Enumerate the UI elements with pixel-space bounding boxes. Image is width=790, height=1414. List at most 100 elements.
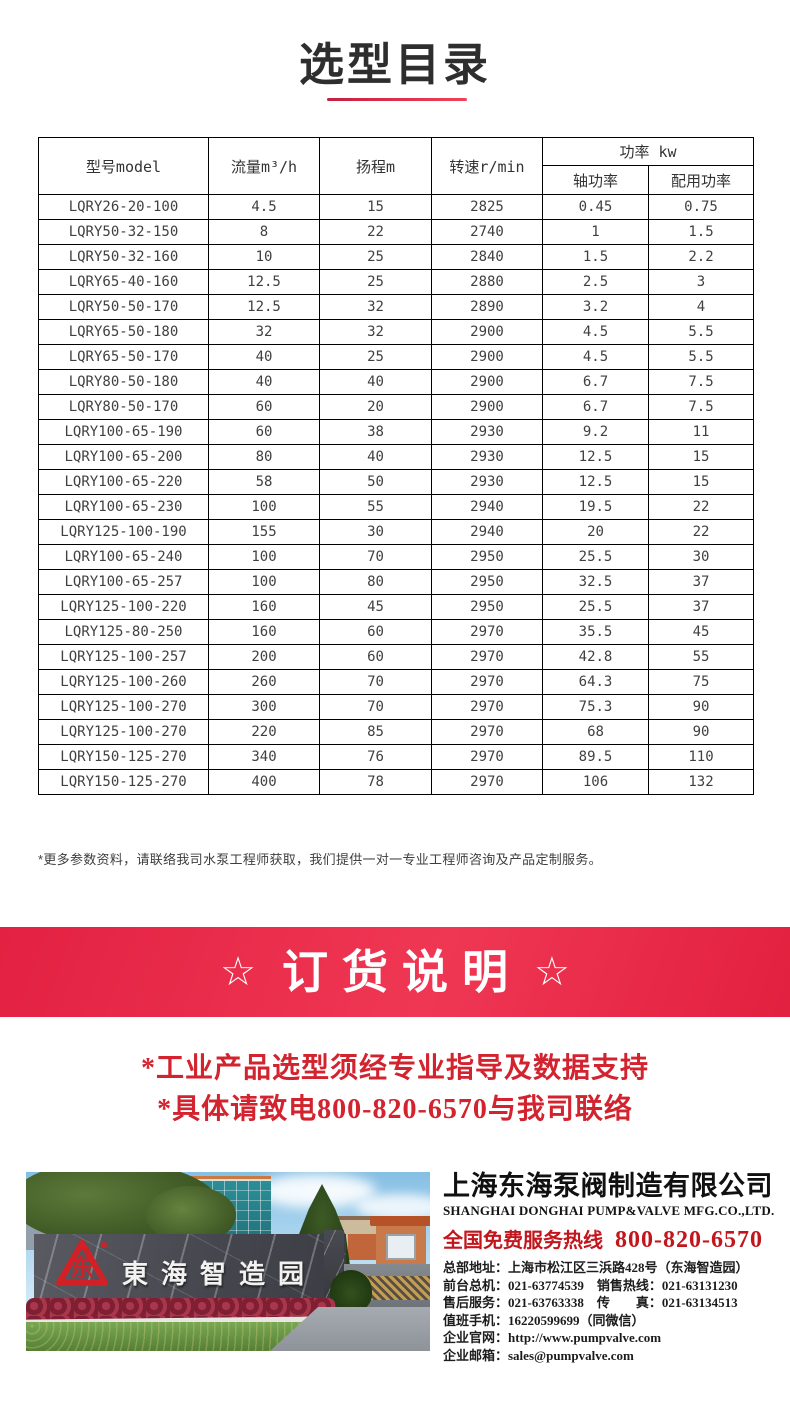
cell-shaft-power: 12.5	[542, 444, 649, 470]
cell-speed: 2930	[431, 419, 543, 445]
cell-speed: 2900	[431, 369, 543, 395]
cell-rated-power: 3	[648, 269, 754, 295]
table-row: LQRY100-65-200 80 40 2930 12.5 15	[38, 444, 754, 470]
col-header-speed: 转速r/min	[431, 137, 543, 195]
cell-shaft-power: 1.5	[542, 244, 649, 270]
cell-head: 20	[319, 394, 432, 420]
cell-flow: 260	[208, 669, 320, 695]
cell-rated-power: 22	[648, 494, 754, 520]
col-header-rated-power: 配用功率	[648, 165, 754, 195]
park-sign-text: 東海智造园	[122, 1259, 318, 1289]
cell-speed: 2890	[431, 294, 543, 320]
cell-model: LQRY100-65-257	[38, 569, 209, 595]
cell-rated-power: 110	[648, 744, 754, 770]
notice-line-2: *具体请致电800-820-6570与我司联络	[157, 1094, 633, 1125]
cell-flow: 12.5	[208, 294, 320, 320]
cell-model: LQRY26-20-100	[38, 194, 209, 220]
cell-head: 25	[319, 244, 432, 270]
cell-rated-power: 132	[648, 769, 754, 795]
cell-flow: 12.5	[208, 269, 320, 295]
table-row: LQRY50-50-170 12.5 32 2890 3.2 4	[38, 294, 754, 320]
cell-shaft-power: 1	[542, 219, 649, 245]
cell-speed: 2970	[431, 669, 543, 695]
cell-flow: 60	[208, 394, 320, 420]
notice-line-1: *工业产品选型须经专业指导及数据支持	[140, 1053, 649, 1084]
cell-rated-power: 5.5	[648, 319, 754, 345]
cell-head: 32	[319, 319, 432, 345]
cell-speed: 2900	[431, 344, 543, 370]
cell-shaft-power: 9.2	[542, 419, 649, 445]
table-row: LQRY65-40-160 12.5 25 2880 2.5 3	[38, 269, 754, 295]
table-row: LQRY65-50-180 32 32 2900 4.5 5.5	[38, 319, 754, 345]
table-row: LQRY80-50-170 60 20 2900 6.7 7.5	[38, 394, 754, 420]
cell-rated-power: 4	[648, 294, 754, 320]
cell-model: LQRY65-50-170	[38, 344, 209, 370]
cell-rated-power: 30	[648, 544, 754, 570]
cell-speed: 2930	[431, 444, 543, 470]
factory-photo: 东 東海智造园	[26, 1172, 430, 1351]
table-row: LQRY26-20-100 4.5 15 2825 0.45 0.75	[38, 194, 754, 220]
cell-head: 60	[319, 619, 432, 645]
cell-head: 80	[319, 569, 432, 595]
guard-house	[376, 1226, 426, 1270]
cell-model: LQRY80-50-170	[38, 394, 209, 420]
cell-model: LQRY80-50-180	[38, 369, 209, 395]
table-row: LQRY100-65-220 58 50 2930 12.5 15	[38, 469, 754, 495]
cell-rated-power: 90	[648, 694, 754, 720]
cell-speed: 2970	[431, 719, 543, 745]
company-detail-line: 企业官网：http://www.pumpvalve.com	[443, 1330, 662, 1345]
cell-head: 85	[319, 719, 432, 745]
cell-head: 50	[319, 469, 432, 495]
cell-shaft-power: 3.2	[542, 294, 649, 320]
hotline-label: 全国免费服务热线	[443, 1230, 603, 1252]
table-row: LQRY125-100-260 260 70 2970 64.3 75	[38, 669, 754, 695]
cell-rated-power: 37	[648, 594, 754, 620]
cell-model: LQRY100-65-200	[38, 444, 209, 470]
cell-model: LQRY50-50-170	[38, 294, 209, 320]
cell-speed: 2950	[431, 569, 543, 595]
cell-rated-power: 7.5	[648, 394, 754, 420]
table-row: LQRY150-125-270 340 76 2970 89.5 110	[38, 744, 754, 770]
col-header-head: 扬程m	[319, 137, 432, 195]
cell-model: LQRY65-50-180	[38, 319, 209, 345]
cell-speed: 2740	[431, 219, 543, 245]
star-right-icon: ☆	[534, 950, 570, 994]
table-row: LQRY100-65-230 100 55 2940 19.5 22	[38, 494, 754, 520]
company-name: 上海东海泵阀制造有限公司	[443, 1171, 773, 1201]
table-row: LQRY150-125-270 400 78 2970 106 132	[38, 769, 754, 795]
cell-head: 70	[319, 694, 432, 720]
hotline-number: 800-820-6570	[615, 1227, 763, 1253]
cell-speed: 2970	[431, 644, 543, 670]
cell-flow: 100	[208, 494, 320, 520]
cell-shaft-power: 12.5	[542, 469, 649, 495]
cell-flow: 40	[208, 344, 320, 370]
cell-rated-power: 11	[648, 419, 754, 445]
cell-speed: 2840	[431, 244, 543, 270]
cycad-plant	[330, 1270, 372, 1312]
cell-head: 76	[319, 744, 432, 770]
cell-head: 70	[319, 669, 432, 695]
cell-rated-power: 5.5	[648, 344, 754, 370]
cell-flow: 10	[208, 244, 320, 270]
cell-head: 60	[319, 644, 432, 670]
company-detail-line: 前台总机：021-63774539 销售热线：021-63131230	[443, 1277, 738, 1293]
cell-speed: 2970	[431, 769, 543, 795]
table-row: LQRY100-65-257 100 80 2950 32.5 37	[38, 569, 754, 595]
cell-speed: 2825	[431, 194, 543, 220]
cell-head: 38	[319, 419, 432, 445]
table-note: *更多参数资料，请联络我司水泵工程师获取，我们提供一对一专业工程师咨询及产品定制…	[38, 852, 602, 867]
cell-speed: 2900	[431, 319, 543, 345]
cell-flow: 160	[208, 619, 320, 645]
donghai-logo-icon: 东	[56, 1240, 108, 1286]
table-subheader-row: 轴功率 配用功率	[39, 165, 754, 195]
cell-model: LQRY125-100-270	[38, 694, 209, 720]
cell-flow: 40	[208, 369, 320, 395]
cell-model: LQRY100-65-190	[38, 419, 209, 445]
company-detail-line: 总部地址：上海市松江区三浜路428号（东海智造园）	[443, 1260, 749, 1275]
cell-head: 25	[319, 269, 432, 295]
cell-flow: 80	[208, 444, 320, 470]
selection-notice: *工业产品选型须经专业指导及数据支持 *具体请致电800-820-6570与我司…	[0, 1048, 790, 1130]
cell-shaft-power: 6.7	[542, 394, 649, 420]
cell-head: 78	[319, 769, 432, 795]
